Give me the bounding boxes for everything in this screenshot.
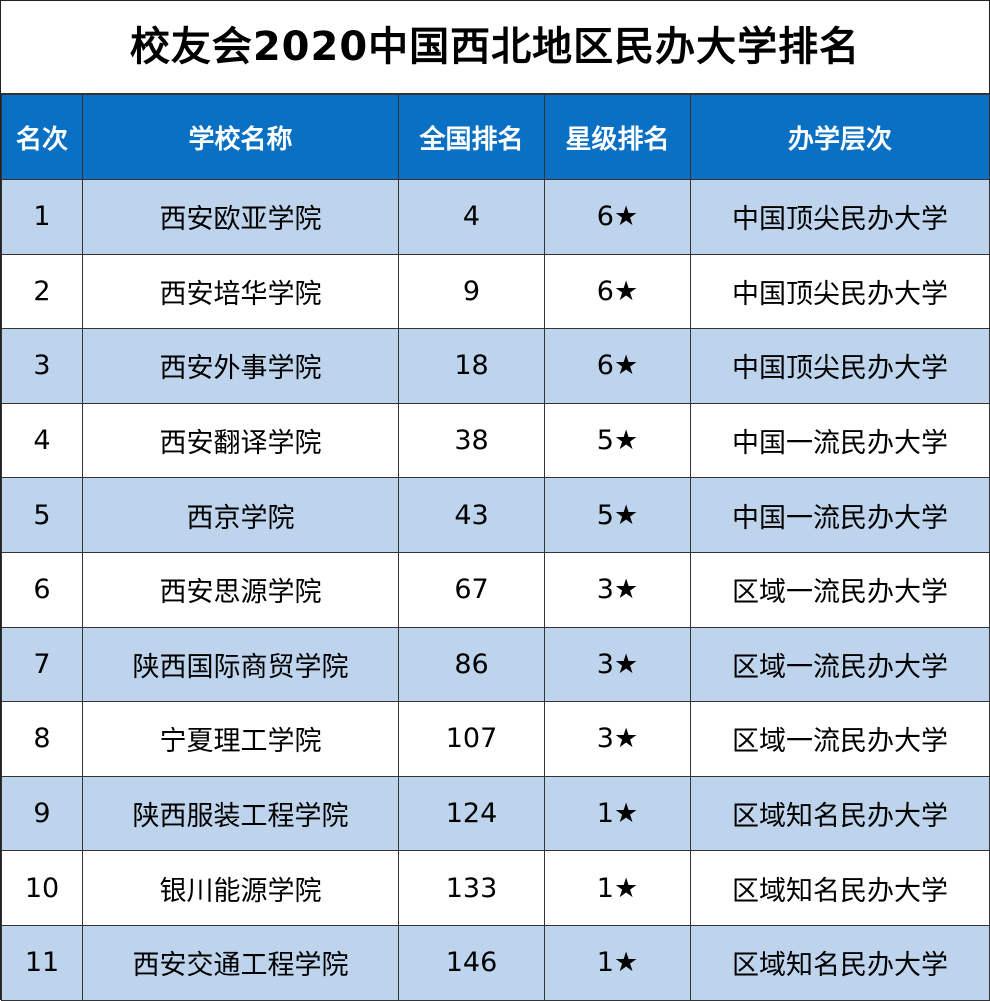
table-row: 3 西安外事学院 18 6★ 中国顶尖民办大学 — [1, 328, 990, 404]
cell-school-level: 区域知名民办大学 — [690, 775, 990, 852]
cell-school-name: 西安交通工程学院 — [82, 924, 399, 1001]
cell-rank: 9 — [1, 775, 83, 852]
cell-rank: 10 — [1, 850, 83, 926]
cell-star-rating: 6★ — [544, 328, 691, 404]
cell-star-rating: 6★ — [544, 179, 691, 255]
cell-school-name: 西安外事学院 — [82, 328, 399, 404]
page-title: 校友会2020中国西北地区民办大学排名 — [1, 1, 989, 94]
cell-rank: 7 — [1, 626, 83, 703]
cell-star-rating: 1★ — [544, 924, 691, 1001]
cell-rank: 1 — [1, 179, 83, 255]
cell-national-rank: 9 — [398, 253, 545, 330]
cell-school-name: 西安思源学院 — [82, 551, 399, 628]
cell-national-rank: 43 — [398, 477, 545, 553]
cell-national-rank: 146 — [398, 924, 545, 1001]
cell-rank: 5 — [1, 477, 83, 553]
cell-star-rating: 5★ — [544, 402, 691, 479]
table-row: 7 陕西国际商贸学院 86 3★ 区域一流民办大学 — [1, 626, 990, 703]
cell-national-rank: 86 — [398, 626, 545, 703]
cell-national-rank: 38 — [398, 402, 545, 479]
table-row: 1 西安欧亚学院 4 6★ 中国顶尖民办大学 — [1, 179, 990, 255]
cell-school-level: 中国顶尖民办大学 — [690, 253, 990, 330]
cell-school-name: 西安翻译学院 — [82, 402, 399, 479]
cell-school-level: 中国顶尖民办大学 — [690, 179, 990, 255]
cell-school-name: 银川能源学院 — [82, 850, 399, 926]
cell-star-rating: 6★ — [544, 253, 691, 330]
cell-school-name: 西安欧亚学院 — [82, 179, 399, 255]
cell-school-name: 陕西服装工程学院 — [82, 775, 399, 852]
table-row: 10 银川能源学院 133 1★ 区域知名民办大学 — [1, 850, 990, 926]
cell-rank: 11 — [1, 924, 83, 1001]
cell-star-rating: 3★ — [544, 626, 691, 703]
cell-school-name: 西安培华学院 — [82, 253, 399, 330]
table-row: 6 西安思源学院 67 3★ 区域一流民办大学 — [1, 551, 990, 628]
cell-national-rank: 124 — [398, 775, 545, 852]
cell-school-level: 区域一流民办大学 — [690, 701, 990, 777]
ranking-table: 名次 学校名称 全国排名 星级排名 办学层次 1 西安欧亚学院 4 6★ 中国顶… — [1, 94, 990, 1001]
table-row: 5 西京学院 43 5★ 中国一流民办大学 — [1, 477, 990, 553]
cell-national-rank: 4 — [398, 179, 545, 255]
column-header-rank: 名次 — [1, 94, 83, 180]
column-header-school-level: 办学层次 — [690, 94, 990, 180]
cell-national-rank: 107 — [398, 701, 545, 777]
cell-school-level: 中国一流民办大学 — [690, 402, 990, 479]
table-row: 2 西安培华学院 9 6★ 中国顶尖民办大学 — [1, 253, 990, 330]
column-header-star-rating: 星级排名 — [544, 94, 691, 180]
cell-school-level: 区域知名民办大学 — [690, 924, 990, 1001]
cell-school-level: 区域知名民办大学 — [690, 850, 990, 926]
cell-star-rating: 1★ — [544, 775, 691, 852]
cell-star-rating: 3★ — [544, 551, 691, 628]
table-header-row: 名次 学校名称 全国排名 星级排名 办学层次 — [1, 94, 990, 180]
cell-school-name: 西京学院 — [82, 477, 399, 553]
cell-school-level: 区域一流民办大学 — [690, 551, 990, 628]
column-header-national-rank: 全国排名 — [398, 94, 545, 180]
cell-rank: 4 — [1, 402, 83, 479]
table-row: 8 宁夏理工学院 107 3★ 区域一流民办大学 — [1, 701, 990, 777]
cell-school-name: 宁夏理工学院 — [82, 701, 399, 777]
cell-rank: 2 — [1, 253, 83, 330]
cell-star-rating: 3★ — [544, 701, 691, 777]
cell-rank: 8 — [1, 701, 83, 777]
cell-national-rank: 18 — [398, 328, 545, 404]
cell-school-level: 中国顶尖民办大学 — [690, 328, 990, 404]
cell-national-rank: 67 — [398, 551, 545, 628]
table-row: 4 西安翻译学院 38 5★ 中国一流民办大学 — [1, 402, 990, 479]
cell-rank: 6 — [1, 551, 83, 628]
cell-national-rank: 133 — [398, 850, 545, 926]
table-row: 9 陕西服装工程学院 124 1★ 区域知名民办大学 — [1, 775, 990, 852]
table-row: 11 西安交通工程学院 146 1★ 区域知名民办大学 — [1, 924, 990, 1001]
cell-school-name: 陕西国际商贸学院 — [82, 626, 399, 703]
cell-star-rating: 5★ — [544, 477, 691, 553]
cell-star-rating: 1★ — [544, 850, 691, 926]
cell-school-level: 区域一流民办大学 — [690, 626, 990, 703]
cell-school-level: 中国一流民办大学 — [690, 477, 990, 553]
cell-rank: 3 — [1, 328, 83, 404]
column-header-school-name: 学校名称 — [82, 94, 399, 180]
